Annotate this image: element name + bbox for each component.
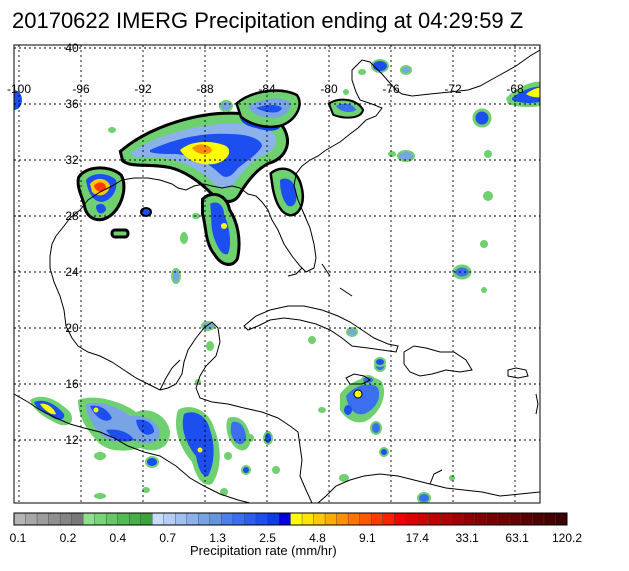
longitude-label: -84 (258, 82, 276, 96)
map-title: 20170622 IMERG Precipitation ending at 0… (12, 8, 524, 33)
colorbar-swatch (290, 512, 303, 526)
colorbar-swatch (474, 512, 487, 526)
colorbar-swatch (509, 512, 522, 526)
longitude-label: -92 (134, 82, 152, 96)
colorbar-tick-label: 4.8 (309, 531, 326, 545)
latitude-labels: 40 36 32 28 24 20 16 12 (65, 41, 79, 447)
colorbar-swatch (244, 512, 257, 526)
latitude-label: 40 (65, 41, 79, 55)
colorbar-tick-label: 9.1 (359, 531, 376, 545)
colorbar-swatch (13, 512, 27, 526)
storm-system-southeast-us (118, 110, 289, 203)
colorbar-swatch (278, 512, 291, 526)
colorbar-swatch (382, 512, 395, 526)
colorbar (13, 512, 568, 526)
colorbar-swatch (370, 512, 384, 526)
latitude-label: 20 (65, 321, 79, 335)
colorbar-swatch (267, 512, 280, 526)
colorbar-tick-label: 120.2 (551, 531, 583, 545)
colorbar-swatch (359, 512, 372, 526)
colorbar-swatch (336, 512, 349, 526)
latitude-label: 32 (65, 153, 79, 167)
longitude-label: -68 (506, 82, 524, 96)
precipitation-field (14, 59, 540, 503)
colorbar-tick-label: 0.2 (59, 531, 77, 545)
longitude-label: -100 (7, 82, 31, 96)
storm-cell-florida (269, 167, 305, 217)
colorbar-swatch (209, 512, 222, 526)
colorbar-swatch (152, 512, 165, 526)
colorbar-swatch (463, 512, 476, 526)
colorbar-tick-label: 0.4 (109, 531, 127, 545)
colorbar-swatch (255, 512, 268, 526)
colorbar-tick-label: 2.5 (259, 531, 276, 545)
colorbar-swatch (520, 512, 533, 526)
colorbar-frame (13, 512, 568, 526)
colorbar-swatch (543, 512, 556, 526)
graticule (14, 45, 540, 503)
colorbar-swatch (555, 512, 568, 526)
colorbar-swatch (36, 512, 50, 526)
storm-cell-atlantic (506, 81, 540, 107)
colorbar-title: Precipitation rate (mm/hr) (190, 543, 337, 558)
storm-cell-texas (76, 166, 126, 222)
colorbar-swatch (232, 512, 245, 526)
colorbar-swatch (301, 512, 315, 526)
scattered-showers (14, 59, 493, 503)
colorbar-tick-label: 63.1 (505, 531, 529, 545)
storm-band-gulf (201, 192, 241, 266)
longitude-label: -88 (196, 82, 214, 96)
colorbar-tick-label: 0.1 (9, 531, 27, 545)
colorbar-tick-label: 33.1 (455, 531, 479, 545)
storm-systems-central-america (30, 396, 280, 496)
storm-band-northern (235, 89, 301, 129)
colorbar-swatch (313, 512, 326, 526)
colorbar-swatch (221, 512, 234, 526)
storm-cell-carolina (327, 98, 365, 119)
latitude-label: 36 (65, 97, 79, 111)
map-frame (13, 44, 541, 504)
colorbar-swatch (497, 512, 510, 526)
colorbar-swatch (532, 512, 545, 526)
colorbar-swatch (198, 512, 211, 526)
colorbar-swatch (347, 512, 361, 526)
colorbar-swatch (324, 512, 338, 526)
coastlines (14, 49, 540, 503)
colorbar-tick-label: 17.4 (405, 531, 429, 545)
longitude-label: -72 (444, 82, 462, 96)
latitude-label: 28 (65, 209, 79, 223)
colorbar-swatch (140, 512, 153, 526)
latitude-label: 24 (65, 265, 79, 279)
colorbar-swatch (440, 512, 453, 526)
colorbar-swatch (117, 512, 130, 526)
colorbar-swatch (25, 512, 38, 526)
storm-cell-small (110, 228, 130, 239)
latitude-label: 16 (65, 377, 79, 391)
colorbar-swatch (59, 512, 73, 526)
longitude-label: -80 (320, 82, 338, 96)
longitude-label: -76 (382, 82, 400, 96)
colorbar-swatch (163, 512, 176, 526)
colorbar-tick-label: 0.7 (159, 531, 177, 545)
longitude-label: -96 (72, 82, 90, 96)
colorbar-swatch (393, 512, 407, 526)
colorbar-swatch (405, 512, 418, 526)
longitude-labels: -100 -96 -92 -88 -84 -80 -76 -72 -68 (7, 82, 524, 96)
colorbar-swatch (48, 512, 61, 526)
colorbar-swatch (186, 512, 199, 526)
storm-systems-caribbean (340, 357, 389, 457)
colorbar-swatch (428, 512, 441, 526)
colorbar-swatch (82, 512, 96, 526)
colorbar-swatch (129, 512, 142, 526)
colorbar-swatch (486, 512, 499, 526)
colorbar-swatch (105, 512, 119, 526)
colorbar-swatch (71, 512, 84, 526)
colorbar-swatch (417, 512, 430, 526)
latitude-label: 12 (65, 433, 79, 447)
colorbar-swatch (451, 512, 464, 526)
colorbar-tick-label: 1.3 (209, 531, 226, 545)
colorbar-swatch (175, 512, 188, 526)
colorbar-swatch (94, 512, 107, 526)
